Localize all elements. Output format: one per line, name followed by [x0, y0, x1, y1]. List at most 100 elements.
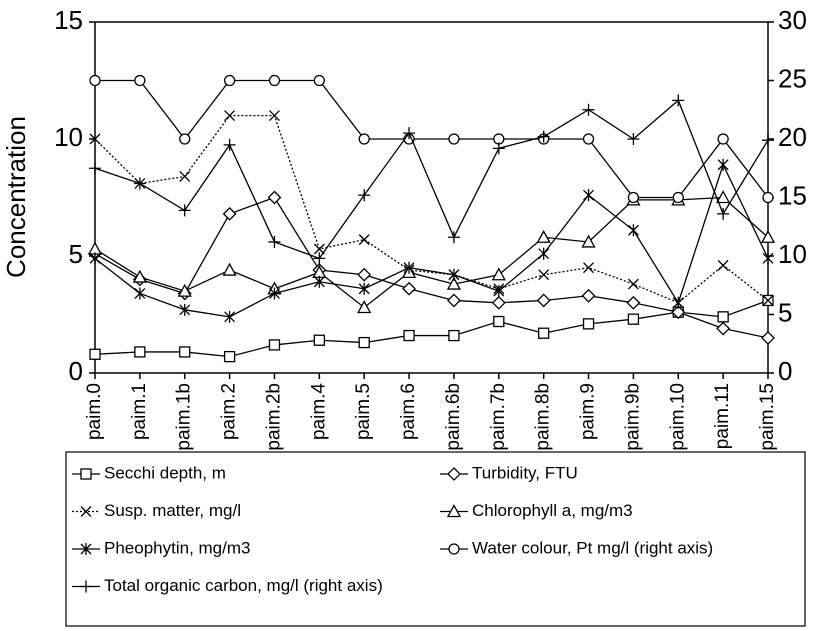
data-point — [672, 191, 684, 204]
x-tick-label: paim.9 — [578, 383, 599, 440]
data-point — [448, 329, 460, 342]
data-point — [403, 261, 415, 274]
data-point — [716, 321, 731, 336]
x-tick-label: paim.4 — [308, 383, 329, 440]
x-tick-label: paim.1b — [174, 383, 195, 451]
data-point — [224, 110, 236, 122]
y2-tick-label: 20 — [778, 122, 807, 152]
x-tick-label: paim.2b — [263, 383, 284, 451]
data-point — [267, 190, 282, 205]
legend-label: Chlorophyll a, mg/m3 — [472, 501, 633, 520]
x-tick-label: paim.2 — [219, 383, 240, 440]
data-point — [717, 207, 730, 220]
data-point — [179, 170, 191, 182]
data-point — [268, 74, 281, 87]
data-point — [89, 74, 101, 87]
data-point — [402, 281, 416, 296]
legend-marker — [80, 506, 92, 517]
data-point — [178, 204, 191, 217]
series-line — [94, 299, 769, 358]
legend-label: Pheophytin, mg/m3 — [104, 538, 250, 557]
data-point — [179, 346, 191, 358]
data-point — [717, 158, 729, 171]
data-point — [627, 313, 640, 325]
x-tick-label: paim.10 — [667, 383, 688, 451]
x-tick-label: paim.15 — [757, 383, 778, 451]
data-point — [493, 285, 505, 298]
data-point — [627, 133, 640, 145]
data-point — [537, 130, 550, 143]
legend-marker — [448, 543, 460, 555]
data-point — [358, 133, 370, 145]
data-point — [491, 267, 506, 281]
data-point — [403, 329, 415, 342]
data-point — [538, 269, 550, 281]
data-point — [179, 303, 191, 316]
data-point — [89, 252, 101, 265]
series-line — [95, 79, 769, 199]
data-point — [358, 336, 370, 349]
y2-tick-label: 5 — [778, 297, 792, 327]
data-point — [672, 94, 685, 107]
data-point — [358, 189, 371, 202]
data-point — [222, 206, 237, 221]
y-tick-label: 10 — [54, 122, 83, 152]
legend-frame — [65, 451, 806, 627]
data-point — [716, 190, 731, 204]
legend-marker — [446, 504, 462, 518]
data-point — [179, 133, 191, 145]
x-tick-label: paim.9b — [622, 383, 643, 451]
x-tick-label: paim.0 — [84, 383, 105, 440]
data-point — [358, 282, 370, 295]
data-point — [447, 231, 460, 244]
x-tick-label: paim.11 — [712, 383, 733, 449]
data-point — [134, 287, 146, 300]
data-point — [582, 133, 595, 145]
y-tick-label: 0 — [69, 356, 83, 386]
data-point — [313, 275, 325, 288]
data-point — [583, 189, 594, 202]
y2-tick-label: 0 — [778, 356, 792, 386]
data-point — [448, 268, 460, 281]
legend-marker — [447, 467, 461, 481]
y-tick-label: 15 — [54, 5, 83, 35]
data-point — [446, 276, 462, 290]
data-point — [762, 252, 774, 265]
data-point — [627, 224, 639, 237]
legend-marker — [80, 468, 92, 480]
series-line — [94, 114, 769, 304]
data-point — [268, 339, 281, 351]
data-point — [269, 110, 280, 122]
x-tick-label: paim.5 — [353, 383, 374, 440]
data-point — [583, 262, 594, 274]
y-tick-label: 5 — [69, 239, 83, 269]
data-point — [582, 318, 595, 330]
data-point — [717, 133, 729, 145]
data-point — [134, 346, 146, 358]
data-point — [313, 334, 325, 346]
data-point — [536, 229, 551, 243]
legend-marker — [80, 543, 92, 555]
data-point — [626, 295, 641, 310]
y-axis-label: Concentration — [1, 116, 31, 278]
y2-tick-label: 25 — [778, 63, 807, 93]
legend-marker — [80, 580, 92, 593]
data-point — [491, 295, 506, 310]
data-point — [582, 103, 595, 116]
data-point — [447, 293, 461, 308]
data-point — [132, 269, 147, 283]
data-point — [492, 142, 505, 155]
data-point — [538, 327, 550, 339]
data-point — [224, 310, 236, 323]
series-line — [94, 196, 769, 339]
data-point — [223, 350, 236, 363]
legend-label: Secchi depth, m — [104, 463, 226, 482]
data-point — [358, 234, 370, 246]
data-point — [89, 162, 101, 175]
data-point — [357, 267, 372, 282]
data-point — [671, 305, 686, 320]
x-tick-label: paim.6b — [443, 383, 464, 451]
data-point — [403, 127, 416, 140]
data-point — [760, 229, 776, 243]
